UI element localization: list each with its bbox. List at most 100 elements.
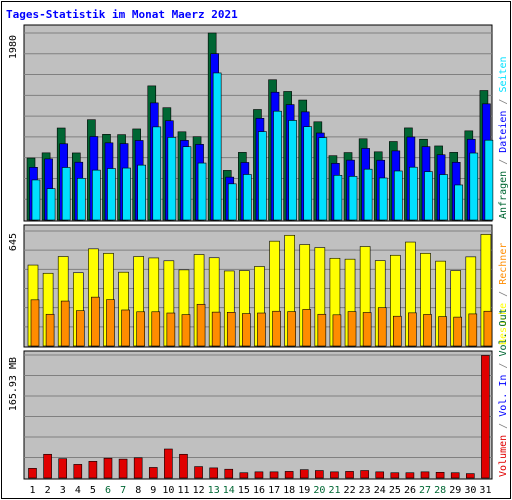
bar-volumen <box>269 471 279 479</box>
y-max-label: 165.93 MB <box>8 357 19 411</box>
x-tick-label: 22 <box>344 485 356 496</box>
bar-seiten <box>394 170 403 221</box>
x-tick-label: 6 <box>105 485 111 496</box>
bar-volumen <box>435 471 445 479</box>
legend-item: Volumen <box>498 435 509 477</box>
bar-seiten <box>303 126 313 221</box>
x-tick-label: 11 <box>177 485 189 496</box>
x-tick-label: 18 <box>283 485 295 496</box>
bar-rechner <box>408 312 417 347</box>
x-tick-label: 27 <box>419 485 431 496</box>
legend-item: Anfragen <box>498 171 509 219</box>
bar-seiten <box>46 188 56 221</box>
legend-item: / <box>498 291 509 303</box>
bar-volumen <box>360 470 369 479</box>
x-tick-label: 23 <box>359 485 371 496</box>
bar-volumen <box>239 472 249 479</box>
panel-background <box>23 350 493 480</box>
bar-seiten <box>348 176 358 221</box>
x-tick-label: 14 <box>223 485 235 496</box>
x-tick-label: 1 <box>30 485 36 496</box>
bar-rechner <box>438 316 447 347</box>
bar-seiten <box>454 184 464 221</box>
legend-item: / <box>498 423 509 435</box>
bar-rechner <box>468 313 478 347</box>
y-max-label: 645 <box>8 233 19 251</box>
bar-seiten <box>61 167 71 221</box>
bar-rechner <box>242 313 251 347</box>
bar-volumen <box>345 471 354 479</box>
bar-seiten <box>484 139 494 221</box>
bar-volumen <box>330 471 339 479</box>
x-tick-label: 2 <box>45 485 51 496</box>
bar-rechner <box>423 314 432 347</box>
bar-rechner <box>453 316 463 347</box>
bar-seiten <box>409 166 418 221</box>
bar-rechner <box>226 312 236 347</box>
panel-top: 1980 Anfragen / Dateien / Seiten <box>8 24 509 222</box>
bar-rechner <box>30 299 40 347</box>
bar-seiten <box>92 169 101 221</box>
bar-rechner <box>257 312 266 347</box>
bar-rechner <box>45 313 55 347</box>
bar-seiten <box>76 178 86 221</box>
x-tick-label: 20 <box>313 485 325 496</box>
bar-seiten <box>197 162 207 221</box>
bar-rechner <box>91 296 100 347</box>
bar-volumen <box>481 355 490 479</box>
bar-volumen <box>133 457 143 479</box>
bar-rechner <box>347 311 357 347</box>
bar-rechner <box>377 307 387 347</box>
bar-volumen <box>194 466 203 479</box>
bar-seiten <box>167 137 177 221</box>
bar-volumen <box>164 448 173 479</box>
bar-rechner <box>287 311 296 347</box>
bar-seiten <box>378 177 388 221</box>
x-tick-label: 7 <box>120 485 126 496</box>
bar-volumen <box>420 471 430 479</box>
x-tick-label: 25 <box>389 485 401 496</box>
legend: Besuche / Rechner <box>498 243 509 345</box>
x-axis-labels: 1 2 3 4 5 6 7 8 9 10 11 12 13 14 15 16 17 18 19 20 21 22 23 24 2… <box>30 485 492 496</box>
bar-seiten <box>137 164 146 221</box>
legend: Anfragen / Dateien / Seiten <box>498 56 509 219</box>
bar-volumen <box>375 471 385 479</box>
bar-rechner <box>362 312 372 347</box>
bar-seiten <box>469 152 479 221</box>
bar-volumen <box>103 457 113 479</box>
bar-rechner <box>272 310 281 347</box>
bar-seiten <box>439 174 448 221</box>
legend: Volumen / Vol. In / Vol. Out <box>498 308 509 477</box>
x-tick-label: 29 <box>449 485 461 496</box>
x-tick-label: 28 <box>434 485 446 496</box>
legend-item: / <box>498 363 509 375</box>
bar-seiten <box>122 167 131 221</box>
bar-seiten <box>333 175 343 221</box>
bar-rechner <box>136 311 145 347</box>
bar-rechner <box>302 309 312 347</box>
bar-volumen <box>466 473 475 479</box>
bar-seiten <box>227 183 237 221</box>
bar-rechner <box>332 314 342 347</box>
bar-rechner <box>483 310 493 347</box>
bar-volumen <box>390 472 400 479</box>
bar-volumen <box>58 458 67 479</box>
x-tick-label: 26 <box>404 485 416 496</box>
x-tick-label: 15 <box>238 485 250 496</box>
bar-seiten <box>258 131 267 221</box>
bar-volumen <box>28 468 37 479</box>
x-tick-label: 17 <box>268 485 280 496</box>
legend-item: Vol. In <box>498 375 509 423</box>
bar-seiten <box>31 179 41 221</box>
legend-item: Seiten <box>498 56 509 98</box>
x-tick-label: 30 <box>464 485 476 496</box>
bar-volumen <box>73 464 83 479</box>
bar-volumen <box>118 458 128 479</box>
bar-volumen <box>315 470 324 479</box>
x-tick-label: 4 <box>75 485 81 496</box>
x-tick-label: 31 <box>479 485 491 496</box>
bar-rechner <box>75 310 85 347</box>
bar-volumen <box>284 471 294 479</box>
